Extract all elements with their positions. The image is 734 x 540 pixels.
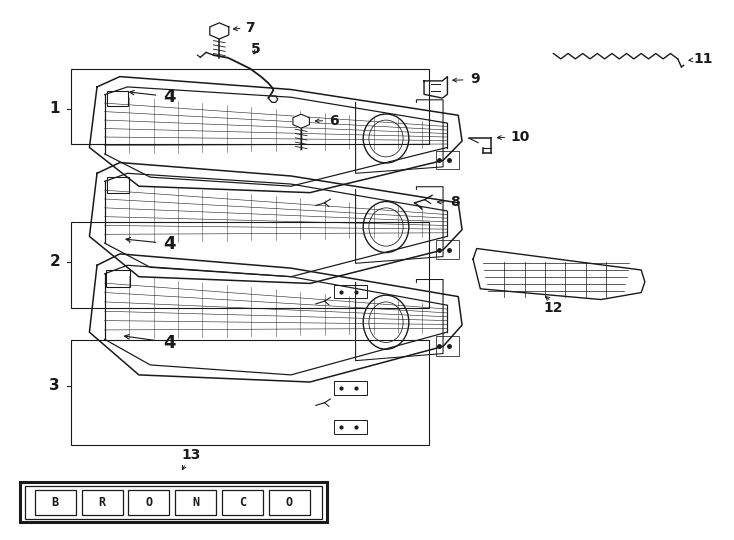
Text: 1: 1 [49,102,60,116]
Bar [71,340,429,444]
Bar [107,177,129,193]
Bar [436,151,459,170]
Text: 3: 3 [49,378,60,393]
Bar [25,486,321,519]
Polygon shape [90,163,462,284]
Text: 5: 5 [251,42,261,56]
Bar [128,490,170,515]
Bar [71,69,429,144]
Bar [334,421,367,434]
Text: 13: 13 [182,448,201,462]
Bar [436,240,459,259]
Bar [34,490,76,515]
Text: 2: 2 [49,254,60,269]
Text: 11: 11 [694,52,713,66]
Bar [269,490,310,515]
Text: 12: 12 [544,301,563,315]
Bar [175,490,217,515]
Polygon shape [90,77,462,193]
Text: 10: 10 [511,130,530,144]
Bar [81,490,123,515]
Polygon shape [90,254,462,382]
Bar [334,285,367,299]
Text: O: O [145,496,153,509]
Bar [106,269,130,287]
Text: C: C [239,496,246,509]
Bar [107,91,128,106]
Bar [20,482,327,523]
Polygon shape [473,248,645,300]
Polygon shape [293,114,310,128]
Text: N: N [192,496,199,509]
Text: 7: 7 [245,21,255,35]
Text: 4: 4 [164,334,176,352]
Text: 9: 9 [470,72,480,86]
Bar [222,490,263,515]
Text: 8: 8 [450,195,459,209]
Polygon shape [210,23,229,39]
Bar [334,381,367,395]
Text: 4: 4 [164,88,176,106]
Text: O: O [286,496,293,509]
Text: R: R [98,496,106,509]
Bar [436,336,459,356]
Text: 4: 4 [164,235,176,253]
Text: 6: 6 [330,113,339,127]
Text: B: B [51,496,59,509]
Bar [71,221,429,308]
